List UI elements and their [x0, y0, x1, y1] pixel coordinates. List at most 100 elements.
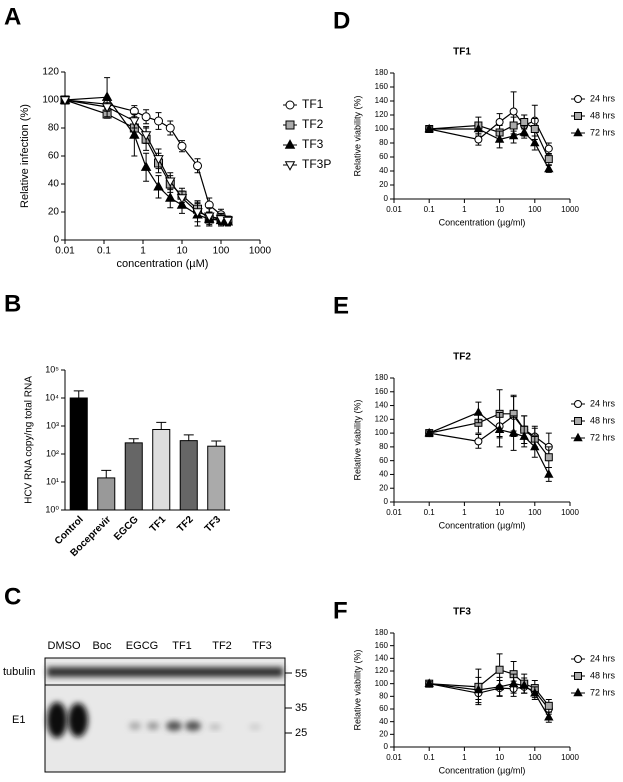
x-tick-label: 0.01	[55, 246, 75, 257]
x-axis-label: Concentration (µg/ml)	[439, 765, 526, 775]
y-tick-label: 120	[375, 110, 389, 119]
marker	[129, 129, 140, 139]
marker	[192, 208, 203, 218]
marker	[101, 103, 113, 113]
y-tick-label: 140	[375, 401, 389, 410]
marker	[129, 117, 140, 127]
x-tick-label: 0.1	[424, 205, 436, 214]
y-tick-label: 0	[384, 194, 389, 203]
marker	[154, 116, 164, 126]
marker	[473, 684, 484, 694]
y-tick-label: 60	[379, 152, 388, 161]
y-tick-label: 20	[379, 483, 388, 492]
e1-band	[185, 721, 201, 731]
x-tick-label: 0.01	[386, 205, 402, 214]
marker	[509, 121, 518, 130]
x-axis-label: Concentration (µg/ml)	[439, 217, 526, 227]
marker	[140, 161, 152, 171]
error-bar	[156, 421, 167, 430]
y-tick-label: 120	[375, 414, 389, 423]
legend-marker	[285, 100, 295, 110]
y-tick-label: 100	[375, 679, 389, 688]
marker	[473, 123, 484, 133]
marker	[494, 681, 505, 691]
marker	[508, 427, 519, 437]
x-tick-label: 100	[213, 246, 230, 257]
legend-marker	[574, 417, 582, 425]
panel-label: B	[4, 290, 21, 317]
marker	[215, 215, 227, 225]
legend-marker	[574, 95, 582, 103]
x-tick-label: TF3	[203, 514, 224, 535]
e1-band	[209, 724, 221, 730]
legend-marker	[574, 112, 582, 120]
x-axis-label: Concentration (µg/ml)	[439, 520, 526, 530]
x-axis-label: concentration (µM)	[117, 258, 209, 270]
panel-label: C	[4, 583, 21, 610]
series-line	[428, 411, 550, 475]
y-axis-label: HCV RNA copy/ng total RNA	[24, 376, 35, 504]
marker	[141, 112, 151, 122]
legend-label: 24 hrs	[590, 653, 616, 663]
marker	[530, 137, 540, 147]
chart-title: TF1	[453, 47, 471, 58]
y-tick-label: 20	[379, 180, 388, 189]
legend-marker	[284, 161, 296, 171]
x-tick-label: 10	[495, 508, 504, 517]
y-axis-label: Relative viability (%)	[352, 649, 362, 730]
bar	[124, 442, 143, 511]
y-tick-label: 10⁰	[45, 504, 59, 514]
mw-label: 55	[295, 668, 307, 680]
row-label: E1	[12, 714, 25, 726]
lane-label: TF3	[252, 640, 272, 652]
marker	[544, 163, 554, 173]
y-tick-label: 10⁴	[45, 392, 59, 402]
legend-marker	[574, 400, 582, 408]
marker	[520, 118, 529, 126]
marker	[530, 441, 540, 451]
y-tick-label: 10¹	[46, 476, 59, 486]
lane-label: EGCG	[126, 640, 158, 652]
marker	[544, 144, 553, 153]
y-tick-label: 160	[375, 82, 389, 91]
legend-label: TF2	[302, 117, 324, 131]
y-tick-label: 80	[48, 123, 60, 134]
x-tick-label: TF1	[148, 514, 169, 535]
y-tick-label: 20	[379, 729, 388, 738]
x-tick-label: 1000	[249, 246, 272, 257]
y-tick-label: 60	[379, 456, 388, 465]
x-tick-label: 10	[495, 753, 504, 762]
lane-label: DMSO	[48, 640, 81, 652]
marker	[495, 665, 504, 674]
lane-label: TF1	[172, 640, 192, 652]
legend-marker	[284, 139, 296, 149]
legend-label: 48 hrs	[590, 110, 616, 120]
marker	[424, 427, 434, 437]
marker	[153, 155, 164, 165]
bar	[97, 477, 116, 511]
legend-label: TF3	[302, 137, 324, 151]
marker	[530, 687, 540, 697]
marker	[494, 424, 505, 433]
x-tick-label: 0.01	[386, 753, 402, 762]
y-tick-label: 180	[375, 628, 389, 637]
legend-marker	[573, 432, 583, 442]
marker	[544, 711, 554, 721]
y-tick-label: 60	[48, 151, 60, 162]
e1-band	[47, 702, 67, 738]
x-tick-label: 100	[528, 508, 542, 517]
x-tick-label: 1000	[561, 753, 579, 762]
x-tick-label: 10	[495, 205, 504, 214]
y-tick-label: 80	[379, 138, 388, 147]
marker	[544, 469, 554, 478]
legend-label: 48 hrs	[590, 670, 616, 680]
y-tick-label: 40	[379, 166, 388, 175]
bar	[69, 397, 88, 511]
marker	[474, 437, 483, 446]
lane-label: TF2	[212, 640, 232, 652]
e1-band	[249, 724, 261, 730]
legend-marker	[574, 655, 582, 663]
error-bar	[101, 469, 112, 478]
lane-label: Boc	[93, 640, 112, 652]
legend-label: 24 hrs	[590, 93, 616, 103]
